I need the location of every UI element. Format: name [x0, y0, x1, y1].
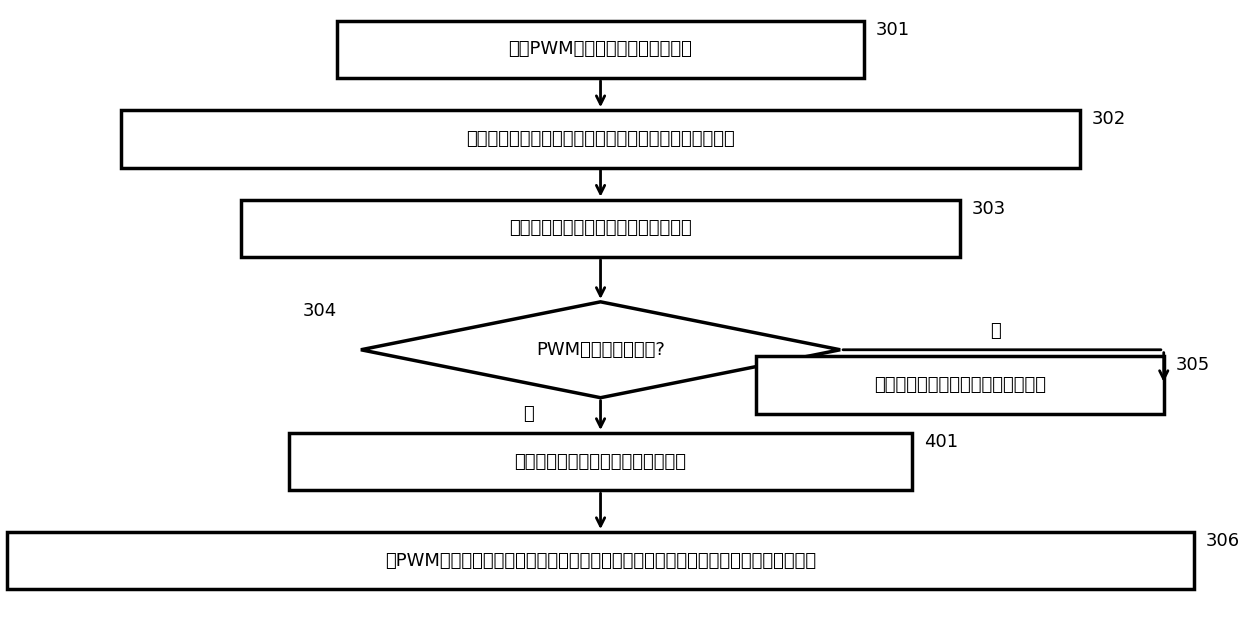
FancyBboxPatch shape — [337, 21, 864, 78]
Text: 是: 是 — [991, 322, 1002, 340]
Text: 否: 否 — [523, 404, 534, 422]
FancyBboxPatch shape — [122, 110, 1080, 168]
Polygon shape — [361, 302, 841, 397]
Text: 401: 401 — [924, 433, 959, 451]
FancyBboxPatch shape — [756, 356, 1163, 413]
Text: 302: 302 — [1092, 110, 1126, 128]
FancyBboxPatch shape — [289, 433, 913, 490]
Text: 306: 306 — [1205, 532, 1240, 550]
FancyBboxPatch shape — [7, 532, 1194, 589]
Text: 304: 304 — [303, 302, 337, 320]
Text: 采样获取采样电压信号的峰值电压。: 采样获取采样电压信号的峰值电压。 — [515, 453, 687, 471]
FancyBboxPatch shape — [241, 200, 960, 257]
Text: 在PWM信号为第二电平时的任意时段，释放三极管基极的电荷，三极管处于截止状态。: 在PWM信号为第二电平时的任意时段，释放三极管基极的电荷，三极管处于截止状态。 — [384, 551, 816, 569]
Text: 303: 303 — [972, 200, 1006, 218]
Text: PWM信号为第一电平?: PWM信号为第一电平? — [536, 341, 665, 359]
Text: 根据PWM信号，生成单脉冲信号。: 根据PWM信号，生成单脉冲信号。 — [508, 40, 692, 58]
Text: 301: 301 — [877, 21, 910, 39]
Text: 根据叠加电压信号生成驱动电流信号。: 根据叠加电压信号生成驱动电流信号。 — [510, 220, 692, 238]
Text: 305: 305 — [1176, 356, 1210, 374]
Text: 向三极管的基极输入驱动电流信号。: 向三极管的基极输入驱动电流信号。 — [874, 376, 1047, 394]
Text: 叠加单脉冲信号以及采样电压信号，生成叠加电压信号。: 叠加单脉冲信号以及采样电压信号，生成叠加电压信号。 — [466, 130, 735, 148]
